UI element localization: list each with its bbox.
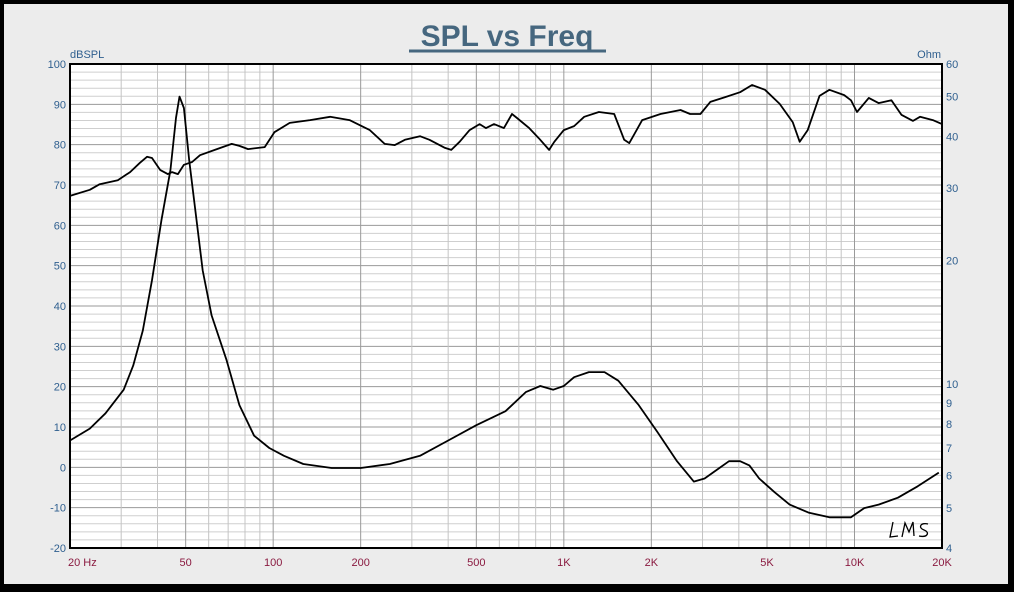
left-tick-label: 70	[54, 180, 66, 192]
right-tick-label: 40	[946, 131, 958, 143]
right-tick-label: 10	[946, 379, 958, 391]
right-tick-label: 9	[946, 398, 952, 410]
left-tick-label: 100	[48, 59, 66, 71]
right-tick-label: 5	[946, 503, 952, 515]
left-tick-label: 30	[54, 341, 66, 353]
left-axis-label: dBSPL	[70, 49, 104, 61]
impedance-curve	[69, 95, 940, 519]
left-tick-label: -10	[50, 503, 66, 515]
left-tick-label: -20	[50, 543, 66, 555]
x-tick-label: 10K	[845, 557, 865, 569]
tick-labels: 1009080706050403020100-10-20605040302010…	[48, 59, 959, 569]
left-tick-label: 60	[54, 220, 66, 232]
x-tick-label: 20 Hz	[68, 557, 97, 569]
curves	[69, 84, 943, 519]
left-tick-label: 0	[60, 462, 66, 474]
right-tick-label: 6	[946, 471, 952, 483]
x-tick-label: 100	[264, 557, 282, 569]
grid	[69, 63, 943, 549]
right-tick-label: 50	[946, 92, 958, 104]
x-tick-label: 5K	[760, 557, 774, 569]
x-tick-label: 1K	[557, 557, 571, 569]
right-tick-label: 20	[946, 255, 958, 267]
x-tick-label: 20K	[932, 557, 952, 569]
left-tick-label: 90	[54, 99, 66, 111]
left-tick-label: 80	[54, 140, 66, 152]
right-tick-label: 30	[946, 183, 958, 195]
spl-curve	[69, 84, 943, 197]
right-tick-label: 7	[946, 443, 952, 455]
left-tick-label: 50	[54, 261, 66, 273]
x-tick-label: 50	[180, 557, 192, 569]
chart-frame: SPL vs Freq dBSPL Ohm 100 90 80 70 60 50 40 30 2…	[4, 4, 1008, 584]
left-tick-label: 20	[54, 382, 66, 394]
right-tick-label: 8	[946, 419, 952, 431]
x-tick-label: 2K	[645, 557, 659, 569]
x-tick-label: 500	[467, 557, 485, 569]
right-tick-label: 60	[946, 59, 958, 71]
x-tick-label: 200	[351, 557, 369, 569]
left-tick-label: 10	[54, 422, 66, 434]
chart-title: SPL vs Freq	[421, 20, 594, 53]
spl-impedance-chart: SPL vs Freq dBSPL Ohm 100908070605040302…	[48, 20, 959, 569]
right-tick-label: 4	[946, 543, 952, 555]
plot-border	[69, 63, 943, 549]
left-tick-label: 40	[54, 301, 66, 313]
lms-watermark	[889, 520, 929, 538]
right-axis-label: Ohm	[917, 49, 941, 61]
